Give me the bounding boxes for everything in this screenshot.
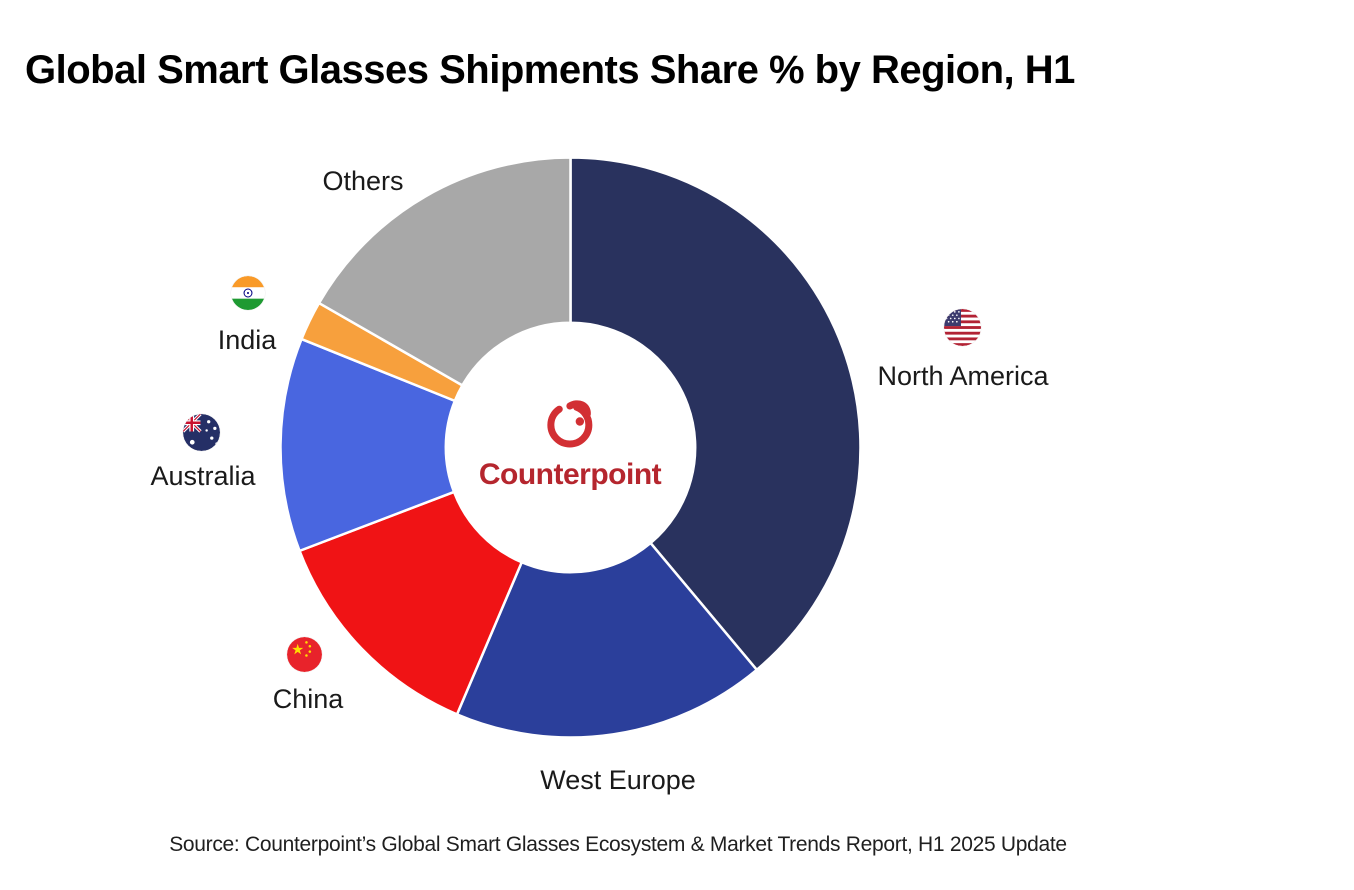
counterpoint-logo-icon [547,400,593,448]
india-flag-icon [231,276,265,310]
australia-flag-icon [183,414,220,451]
donut-slice-china [298,490,523,716]
label-china: China [272,684,344,714]
donut-slice-australia [279,337,457,553]
donut-slice-others [317,156,572,387]
counterpoint-logo-text: Counterpoint [478,458,662,491]
donut-chart-area [278,155,863,740]
donut-chart [279,156,862,739]
page-title: Global Smart Glasses Shipments Share % b… [25,48,1075,92]
label-others: Others [322,166,404,196]
label-australia: Australia [150,461,256,491]
source-note: Source: Counterpoint’s Global Smart Glas… [169,833,1067,856]
label-india: India [217,325,277,355]
label-west-europe: West Europe [540,765,696,795]
us-flag-icon [944,309,981,346]
china-flag-icon [287,637,322,672]
donut-slice-north-america [569,156,862,672]
counterpoint-logo: Counterpoint [478,392,662,492]
label-north-america: North America [877,361,1049,391]
donut-slice-west-europe [455,541,758,739]
